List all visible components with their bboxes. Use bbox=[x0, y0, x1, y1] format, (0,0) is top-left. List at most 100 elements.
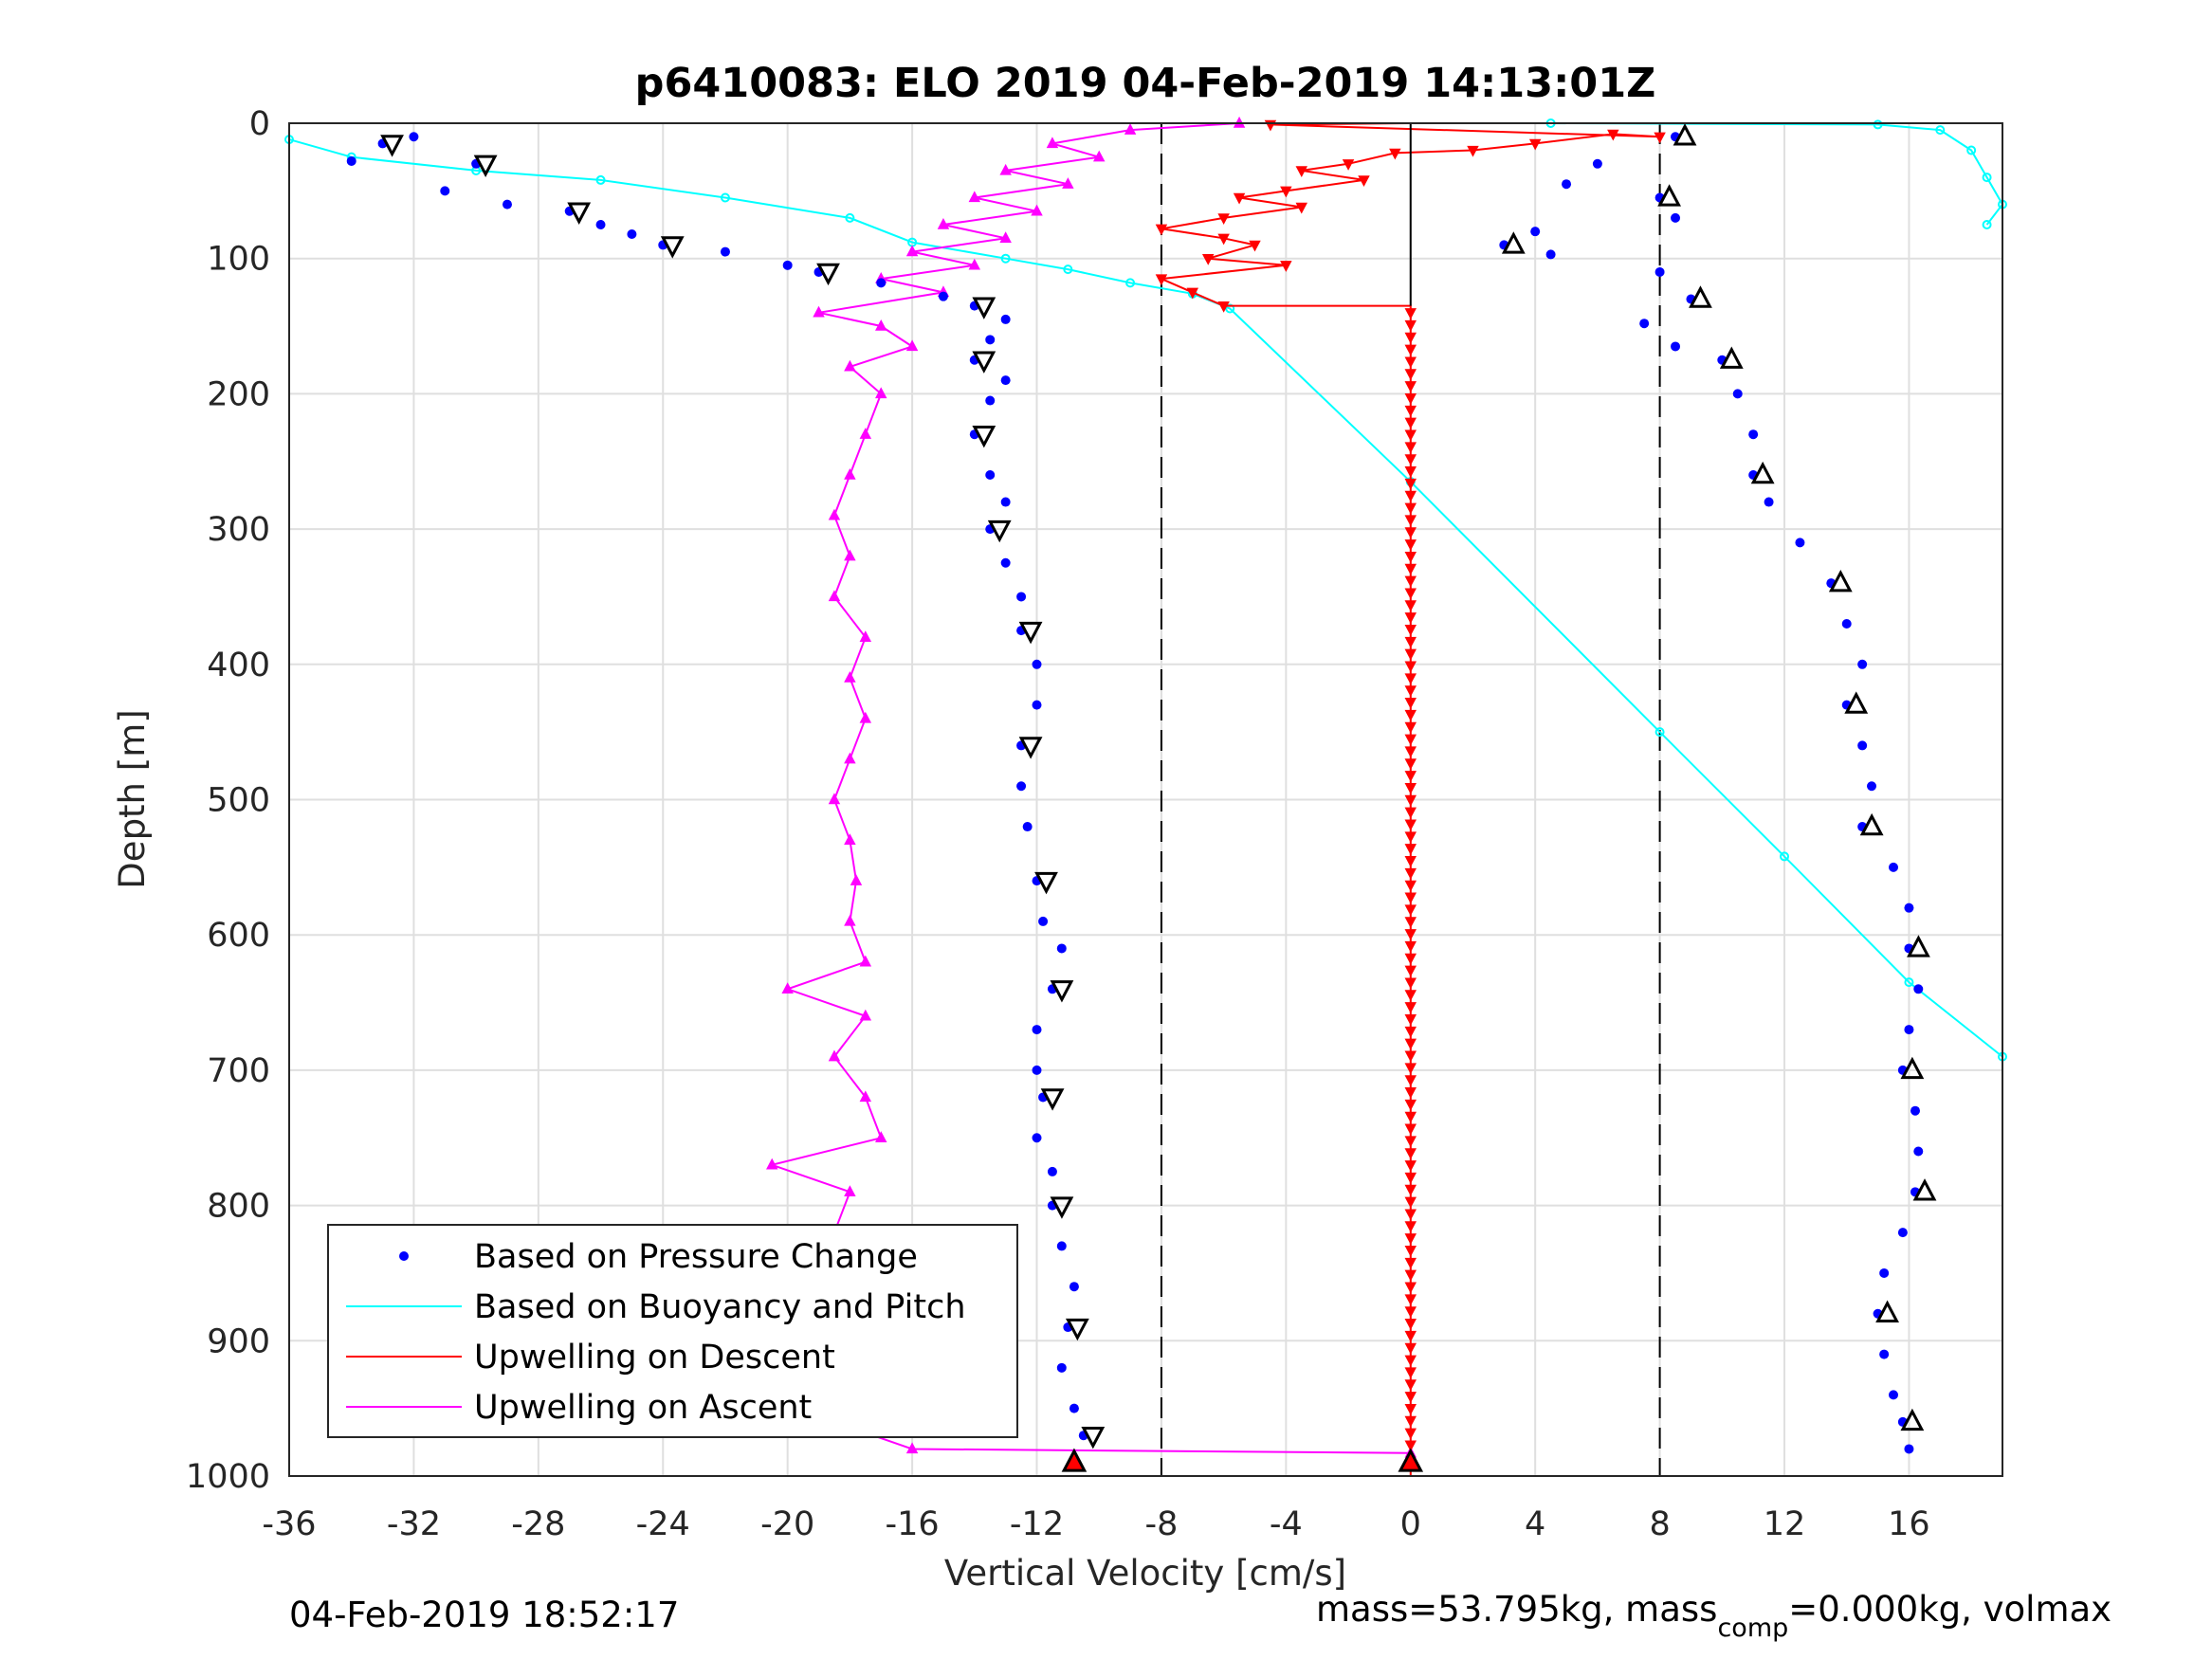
pressure-direction-marker bbox=[1040, 1088, 1065, 1111]
buoyancy-point bbox=[1780, 851, 1790, 862]
pressure-direction-marker bbox=[1050, 980, 1074, 1003]
ascent-marker bbox=[859, 630, 872, 642]
legend-box bbox=[327, 1224, 1018, 1438]
pressure-direction-marker bbox=[972, 351, 996, 374]
pressure-point bbox=[1056, 1362, 1067, 1373]
descent-zero-marker bbox=[1404, 1087, 1417, 1099]
series-buoyancy-line bbox=[288, 138, 2003, 1058]
pressure-direction-marker bbox=[1018, 737, 1043, 759]
buoyancy-point bbox=[595, 174, 606, 185]
descent-zero-marker bbox=[1404, 466, 1417, 478]
pressure-point bbox=[876, 278, 887, 288]
descent-zero-marker bbox=[1404, 563, 1417, 575]
ascent-marker bbox=[844, 914, 856, 926]
descent-marker bbox=[1155, 224, 1168, 236]
y-tick-label: 400 bbox=[207, 647, 270, 684]
pressure-point bbox=[1879, 1349, 1890, 1359]
pressure-point bbox=[1032, 1025, 1042, 1035]
ascent-marker bbox=[968, 258, 981, 270]
pressure-direction-marker bbox=[1501, 231, 1526, 254]
pressure-point bbox=[1889, 1390, 1899, 1400]
descent-zero-marker bbox=[1404, 1002, 1417, 1013]
descent-zero-marker bbox=[1404, 1355, 1417, 1367]
descent-marker bbox=[1217, 301, 1230, 313]
buoyancy-point bbox=[1125, 278, 1136, 288]
descent-zero-marker bbox=[1404, 1209, 1417, 1221]
ascent-marker bbox=[844, 671, 856, 683]
x-tick-label: 8 bbox=[1649, 1505, 1670, 1543]
descent-zero-marker bbox=[1404, 1038, 1417, 1050]
pressure-point bbox=[1841, 618, 1852, 629]
pressure-point bbox=[1047, 1166, 1057, 1176]
y-tick-label: 600 bbox=[207, 917, 270, 955]
y-tick-label: 300 bbox=[207, 511, 270, 549]
pressure-direction-marker bbox=[1657, 184, 1681, 207]
descent-marker bbox=[1233, 192, 1246, 205]
pressure-direction-marker bbox=[1750, 461, 1775, 484]
y-tick-labels: 0 100 200 300 400 500 600 700 800 900 1000 bbox=[186, 105, 270, 1496]
descent-zero-marker bbox=[1404, 1245, 1417, 1257]
descent-zero-marker bbox=[1404, 1306, 1417, 1318]
descent-zero-marker bbox=[1404, 856, 1417, 867]
descent-zero-marker bbox=[1404, 648, 1417, 661]
pressure-direction-marker bbox=[1689, 285, 1712, 308]
pressure-point bbox=[1032, 659, 1042, 669]
pressure-direction-marker bbox=[660, 236, 685, 259]
profile-bottom-marker bbox=[1398, 1448, 1424, 1472]
descent-zero-marker bbox=[1404, 600, 1417, 612]
ascent-marker bbox=[844, 467, 856, 480]
x-tick-label: -24 bbox=[636, 1505, 690, 1543]
pressure-direction-marker bbox=[1050, 1196, 1074, 1219]
pressure-point bbox=[1867, 781, 1877, 792]
descent-zero-marker bbox=[1404, 381, 1417, 392]
footer-mass-sub: comp bbox=[1717, 1613, 1788, 1643]
pressure-point bbox=[1795, 538, 1805, 548]
descent-zero-marker bbox=[1404, 1330, 1417, 1342]
descent-marker bbox=[1358, 175, 1370, 188]
descent-zero-marker bbox=[1404, 771, 1417, 782]
ascent-marker bbox=[859, 1090, 872, 1103]
ascent-marker bbox=[905, 1442, 919, 1454]
descent-zero-marker bbox=[1404, 1013, 1417, 1026]
pressure-direction-marker bbox=[1900, 1408, 1925, 1431]
descent-zero-marker bbox=[1404, 831, 1417, 844]
y-tick-label: 1000 bbox=[186, 1458, 270, 1496]
descent-marker bbox=[1186, 287, 1199, 300]
descent-zero-marker bbox=[1404, 588, 1417, 600]
buoyancy-point bbox=[1063, 264, 1073, 275]
pressure-direction-marker bbox=[1912, 1178, 1937, 1201]
pressure-point bbox=[1069, 1282, 1079, 1292]
descent-zero-marker bbox=[1404, 1099, 1417, 1111]
descent-zero-marker bbox=[1404, 1075, 1417, 1086]
pressure-point bbox=[1879, 1267, 1890, 1278]
descent-zero-marker bbox=[1404, 636, 1417, 648]
pressure-point bbox=[720, 246, 730, 257]
pressure-point bbox=[627, 229, 637, 240]
descent-zero-marker bbox=[1404, 698, 1417, 709]
legend-label: Upwelling on Descent bbox=[474, 1339, 835, 1376]
descent-zero-marker bbox=[1404, 369, 1417, 381]
series-ascent-line bbox=[768, 122, 1411, 1454]
pressure-point bbox=[1904, 1444, 1914, 1454]
ascent-marker bbox=[844, 1185, 856, 1197]
pressure-point bbox=[1016, 592, 1027, 602]
buoyancy-point bbox=[1873, 119, 1883, 130]
descent-zero-marker bbox=[1404, 990, 1417, 1002]
ascent-marker bbox=[875, 387, 887, 399]
descent-zero-marker bbox=[1404, 709, 1417, 721]
descent-zero-marker bbox=[1404, 819, 1417, 831]
buoyancy-point bbox=[720, 192, 730, 203]
descent-zero-marker bbox=[1404, 515, 1417, 527]
footer-mass-tail: =0.000kg, volmax bbox=[1788, 1589, 2111, 1630]
ascent-marker bbox=[859, 1009, 872, 1021]
y-axis-label: Depth [m] bbox=[112, 709, 153, 888]
pressure-point bbox=[1000, 557, 1011, 568]
legend-label: Upwelling on Ascent bbox=[474, 1389, 812, 1427]
pressure-direction-marker bbox=[1900, 1056, 1925, 1080]
y-tick-label: 800 bbox=[207, 1188, 270, 1226]
ascent-marker bbox=[859, 955, 872, 967]
pressure-direction-marker bbox=[972, 426, 996, 448]
buoyancy-point bbox=[1966, 145, 1977, 155]
x-tick-label: -28 bbox=[511, 1505, 565, 1543]
descent-zero-marker bbox=[1404, 356, 1417, 369]
